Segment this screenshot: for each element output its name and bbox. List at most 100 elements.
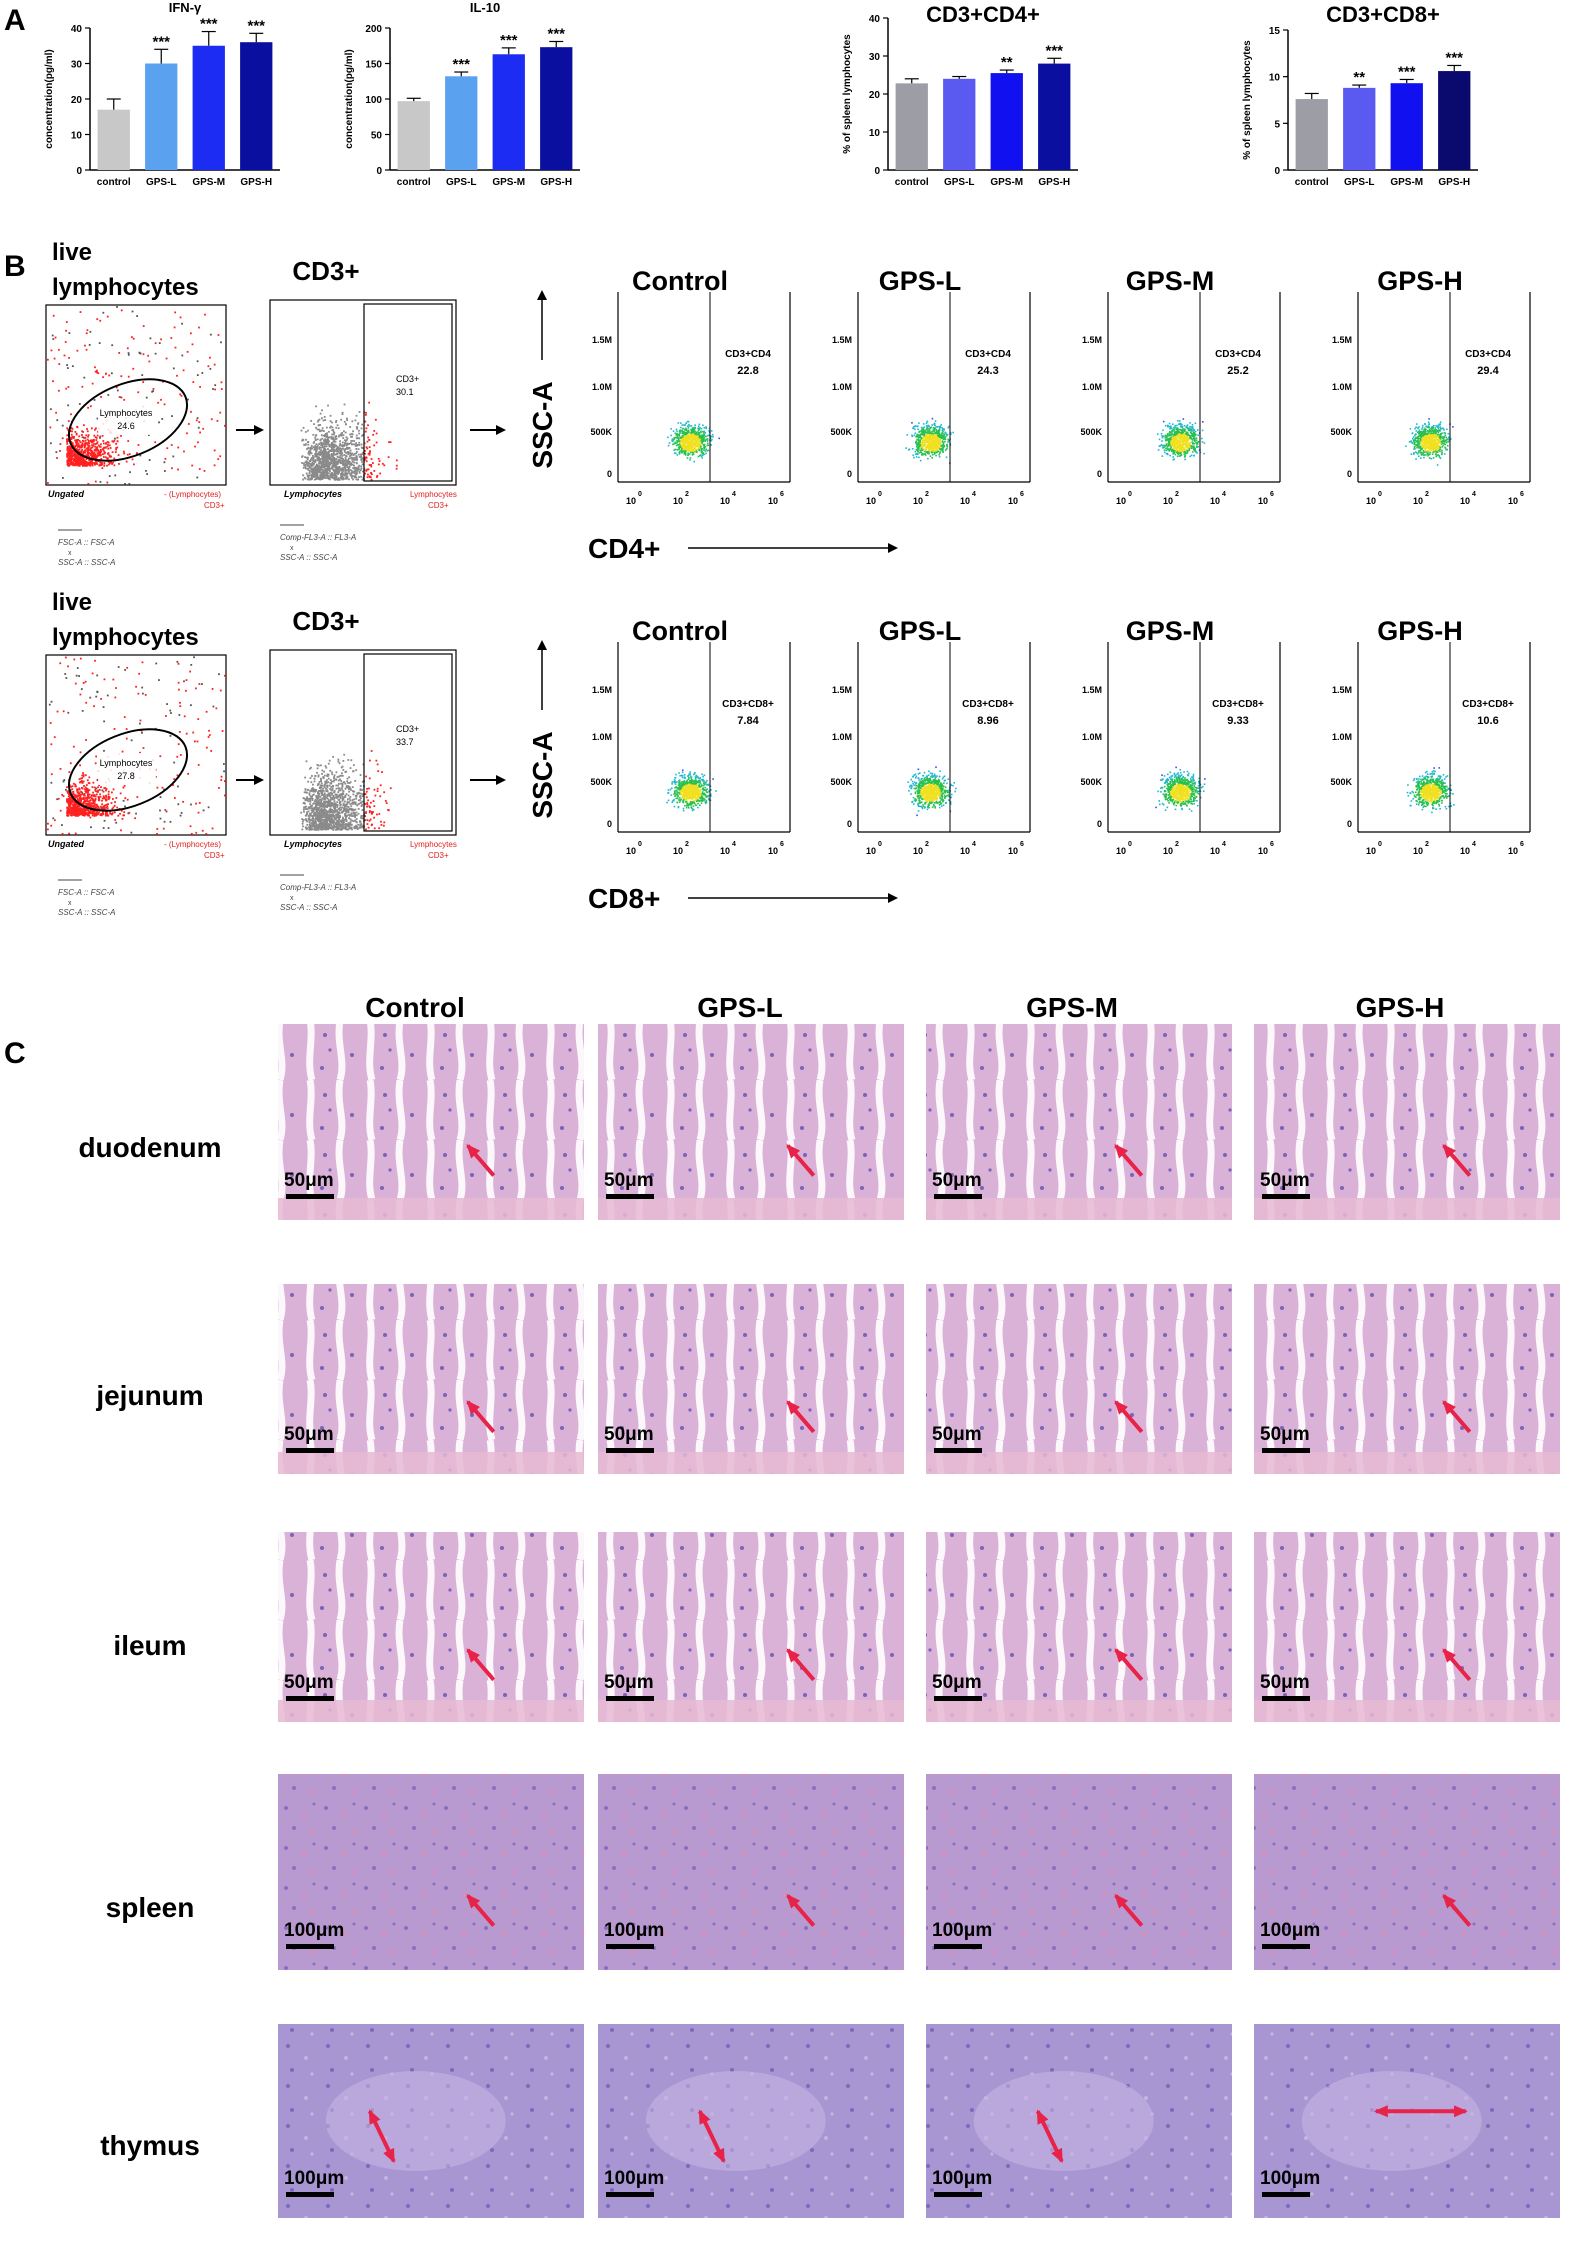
scale-bar: [934, 1944, 982, 1949]
scatter-plot-cd3: [270, 650, 456, 835]
y-tick-label: 500K: [1080, 427, 1102, 437]
gate-name: CD3+CD4: [725, 349, 771, 360]
x-tick-label: 10: [1460, 846, 1470, 856]
tissue-label-duodenum: duodenum: [78, 1132, 221, 1163]
gate-name: CD3+CD4: [1215, 349, 1261, 360]
group-title: GPS-M: [1126, 266, 1215, 296]
y-tick-label: 30: [71, 60, 83, 71]
significance-mark: ***: [200, 16, 218, 33]
y-tick-label: 1.0M: [1332, 732, 1352, 742]
micrograph-duodenum-gps-m: 50μm: [926, 1024, 1232, 1220]
gate-percent: 29.4: [1477, 365, 1499, 377]
y-tick-label: 1.0M: [832, 732, 852, 742]
chart-title: IFN-γ: [169, 0, 202, 15]
x-tick-exponent: 2: [685, 841, 689, 848]
micrograph-image: [278, 1284, 584, 1474]
scale-bar-label: 100μm: [1260, 2168, 1320, 2189]
flow-plot-gps-m: GPS-M1.5M1.0M500K0CD3+CD8+9.331001021041…: [1080, 616, 1280, 856]
scale-bar: [286, 1696, 334, 1701]
y-tick-label: 1.0M: [1082, 732, 1102, 742]
y-tick-label: 1.5M: [592, 685, 612, 695]
x-tick-exponent: 0: [878, 841, 882, 848]
y-tick-label: 500K: [1330, 427, 1352, 437]
micrograph-duodenum-control: 50μm: [278, 1024, 584, 1220]
gate-value: 27.8: [117, 771, 135, 781]
micrograph-jejunum-gps-h: 50μm: [1254, 1284, 1560, 1474]
y-tick-label: 0: [1097, 819, 1102, 829]
micrograph-thymus-gps-m: 100μm: [926, 2024, 1232, 2218]
x-tick-exponent: 2: [925, 491, 929, 498]
y-tick-label: 500K: [1330, 777, 1352, 787]
gate-value: 24.6: [117, 421, 135, 431]
significance-mark: ***: [1445, 49, 1463, 66]
bar-gps-m: [1391, 83, 1423, 170]
gate-label: Lymphocytes: [100, 408, 153, 418]
cd3-gate-label: CD3+: [396, 374, 419, 384]
panel-letter-a: A: [4, 4, 26, 37]
chart-il-10: IL-10050100150200concentration(pg/ml)con…: [344, 0, 580, 188]
y-tick-label: 0: [874, 166, 880, 177]
x-tick-label: GPS-H: [1438, 177, 1470, 188]
x-tick-exponent: 0: [638, 491, 642, 498]
micrograph-image: [598, 1284, 904, 1474]
x-tick-label: 10: [1163, 846, 1173, 856]
micrograph-spleen-gps-h: 100μm: [1254, 1774, 1560, 1970]
y-tick-label: 0: [847, 469, 852, 479]
y-tick-label: 500K: [830, 777, 852, 787]
scale-bar: [606, 2192, 654, 2197]
bar-gps-l: [1343, 88, 1375, 170]
x-tick-exponent: 0: [878, 491, 882, 498]
x-tick-label: 10: [1366, 846, 1376, 856]
flow-plot-gps-m: GPS-M1.5M1.0M500K0CD3+CD425.210010210410…: [1080, 266, 1280, 506]
ungated-label: Ungated: [48, 839, 85, 849]
y-tick-label: 50: [371, 131, 383, 142]
y-tick-label: 200: [365, 24, 382, 35]
x-tick-label: GPS-L: [446, 177, 477, 188]
scale-bar-label: 50μm: [1260, 1672, 1310, 1693]
x-tick-label: 10: [1413, 846, 1423, 856]
scale-bar: [286, 1194, 334, 1199]
chart-title: CD3+CD4+: [926, 2, 1040, 27]
cd3-legend: CD3+: [428, 851, 449, 860]
scale-bar-label: 50μm: [1260, 1170, 1310, 1191]
x-tick-exponent: 6: [780, 491, 784, 498]
x-tick-exponent: 4: [732, 841, 736, 848]
x-tick-label: 10: [1258, 846, 1268, 856]
cd3-legend: Lymphocytes: [410, 840, 457, 849]
micrograph-jejunum-gps-l: 50μm: [598, 1284, 904, 1474]
y-axis-label: concentration(pg/ml): [44, 49, 55, 148]
significance-mark: ***: [547, 25, 565, 42]
x-tick-label: control: [97, 177, 131, 188]
histology-column-title: GPS-H: [1356, 992, 1445, 1023]
scale-bar: [934, 2192, 982, 2197]
y-tick-label: 0: [376, 166, 382, 177]
legend-lymphocytes: - (Lymphocytes): [164, 840, 221, 849]
x-tick-label: control: [1295, 177, 1329, 188]
density-dots: [905, 418, 954, 464]
cd3-legend: Lymphocytes: [410, 490, 457, 499]
bar-control: [98, 110, 130, 170]
bar-gps-h: [1038, 64, 1070, 170]
histology-column-title: GPS-L: [697, 992, 783, 1023]
y-tick-label: 500K: [830, 427, 852, 437]
y-tick-label: 1.5M: [1082, 685, 1102, 695]
x-tick-label: 10: [1413, 496, 1423, 506]
scale-bar: [934, 1696, 982, 1701]
x-tick-label: 10: [673, 846, 683, 856]
x-tick-exponent: 0: [1128, 491, 1132, 498]
x-tick-label: 10: [1210, 846, 1220, 856]
micrograph-ileum-gps-m: 50μm: [926, 1532, 1232, 1722]
significance-mark: ***: [500, 32, 518, 49]
axis-note: SSC-A :: SSC-A: [280, 553, 338, 562]
x-tick-label: GPS-L: [146, 177, 177, 188]
cd3-title: CD3+: [292, 256, 359, 286]
gate-percent: 10.6: [1477, 715, 1498, 727]
scale-bar-label: 100μm: [284, 1920, 344, 1941]
scale-bar-label: 50μm: [1260, 1424, 1310, 1445]
bar-gps-h: [1438, 71, 1470, 170]
x-tick-exponent: 2: [1175, 491, 1179, 498]
flow-plot-control: Control1.5M1.0M500K0CD3+CD8+7.8410010210…: [590, 616, 790, 856]
cd3-gate-label: CD3+: [396, 724, 419, 734]
